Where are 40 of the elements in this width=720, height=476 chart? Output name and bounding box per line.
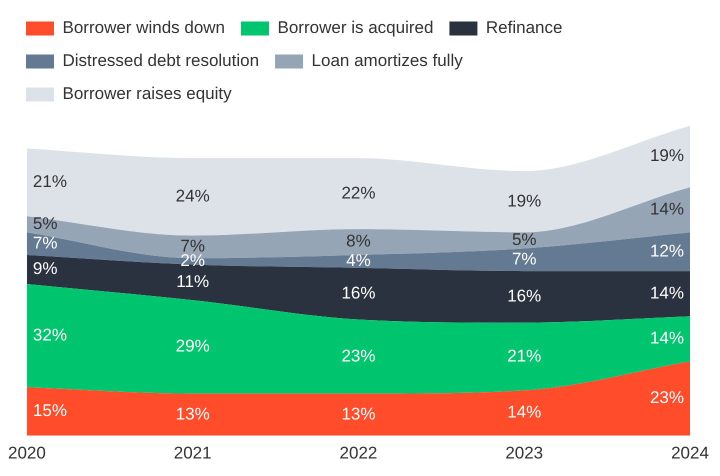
data-label: 14% (650, 328, 684, 348)
data-label: 32% (32, 325, 67, 344)
data-label: 11% (176, 272, 210, 292)
x-tick-label: 2024 (671, 443, 709, 462)
legend-label: Borrower raises equity (62, 84, 232, 104)
data-label: 13% (176, 404, 210, 424)
data-label: 7% (512, 249, 537, 268)
data-label: 19% (507, 191, 542, 210)
legend-label: Loan amortizes fully (312, 51, 464, 70)
x-tick-label: 2022 (340, 443, 378, 462)
data-label: 5% (512, 230, 537, 250)
data-label: 5% (32, 214, 58, 233)
x-tick-label: 2023 (505, 443, 544, 462)
data-label: 14% (650, 283, 684, 302)
data-label: 4% (346, 251, 371, 270)
data-label: 15% (32, 401, 67, 420)
data-label: 7% (32, 233, 58, 252)
x-tick-label: 2021 (174, 443, 212, 462)
data-label: 23% (650, 388, 684, 408)
data-label: 16% (341, 283, 376, 302)
legend-label: Borrower winds down (62, 18, 226, 38)
data-label: 8% (346, 232, 371, 251)
legend-label: Refinance (486, 18, 562, 38)
data-label: 21% (32, 172, 67, 192)
data-label: 14% (507, 402, 542, 422)
data-label: 2% (180, 251, 205, 270)
data-label: 16% (507, 286, 542, 306)
data-label: 14% (650, 199, 684, 218)
legend-label: Distressed debt resolution (62, 51, 260, 70)
data-label: 13% (341, 404, 376, 424)
data-label: 22% (341, 183, 376, 202)
data-label: 12% (650, 241, 684, 260)
data-label: 24% (176, 186, 210, 206)
x-tick-label: 2020 (8, 443, 46, 462)
legend-label: Borrower is acquired (278, 18, 434, 38)
data-label: 29% (176, 336, 210, 356)
data-label: 21% (507, 346, 542, 366)
data-label: 23% (341, 346, 376, 366)
data-label: 9% (32, 259, 58, 278)
data-label: 19% (650, 146, 684, 166)
